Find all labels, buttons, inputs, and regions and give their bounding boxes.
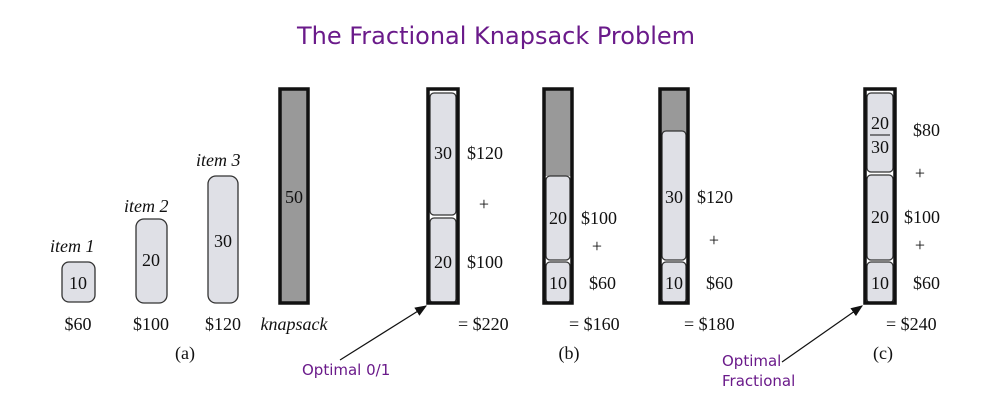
item-2: item 2 20 $100 [124, 196, 169, 334]
item-2-value: $100 [133, 314, 169, 334]
solution-4-value-2: $100 [904, 207, 940, 227]
solution-1-value-1: $120 [467, 143, 503, 163]
optimal-fractional-label-1: Optimal [722, 352, 781, 370]
item-1-label: item 1 [50, 236, 95, 256]
item-2-label: item 2 [124, 196, 169, 216]
solution-1-plus: + [479, 194, 489, 214]
item-2-weight: 20 [142, 250, 160, 270]
solution-4-total: = $240 [886, 314, 937, 334]
solution-2-value-2: $60 [589, 273, 616, 293]
knapsack: 50 knapsack [261, 87, 329, 334]
solution-1-total: = $220 [458, 314, 509, 334]
item-1-value: $60 [65, 314, 92, 334]
solution-1-segment-30: 30 [434, 143, 452, 163]
solution-4-value-3: $60 [913, 273, 940, 293]
solution-3-segment-10: 10 [665, 273, 683, 293]
solution-4-plus-1: + [915, 163, 925, 183]
solution-2-segment-10: 10 [549, 273, 567, 293]
solution-4-fraction-numerator: 20 [871, 113, 889, 133]
item-3-value: $120 [205, 314, 241, 334]
solution-2: 20 10 $100 + $60 = $160 [542, 87, 620, 334]
solution-4: 20 30 20 10 $80 + $100 + $60 = $240 [863, 87, 940, 334]
item-1: item 1 10 $60 [50, 236, 96, 334]
solution-4-plus-2: + [915, 235, 925, 255]
item-1-weight: 10 [69, 273, 87, 293]
optimal-01-label: Optimal 0/1 [302, 361, 390, 379]
solution-2-segment-20: 20 [549, 208, 567, 228]
item-3-label: item 3 [196, 150, 241, 170]
solution-1-value-2: $100 [467, 252, 503, 272]
solution-4-fraction-denominator: 30 [871, 137, 889, 157]
optimal-fractional-arrow [781, 305, 863, 363]
knapsack-capacity: 50 [285, 187, 303, 207]
page-title: The Fractional Knapsack Problem [296, 22, 695, 50]
solution-4-segment-10: 10 [871, 273, 889, 293]
solution-2-value-1: $100 [581, 208, 617, 228]
optimal-01-arrow [339, 305, 428, 361]
solution-3-value-1: $120 [697, 187, 733, 207]
panel-label-b: (b) [559, 343, 580, 364]
solution-4-segment-20: 20 [871, 207, 889, 227]
solution-1-segment-20: 20 [434, 252, 452, 272]
solution-3-total: = $180 [684, 314, 735, 334]
solution-3-value-2: $60 [706, 273, 733, 293]
solution-3-plus: + [709, 230, 719, 250]
panel-label-a: (a) [175, 343, 195, 364]
item-3-weight: 30 [214, 231, 232, 251]
solution-3-segment-30: 30 [665, 187, 683, 207]
solution-3: 30 10 $120 + $60 = $180 [658, 87, 735, 334]
optimal-fractional-label-2: Fractional [722, 372, 795, 390]
knapsack-label: knapsack [261, 314, 329, 334]
solution-1: 30 20 $120 + $100 = $220 [426, 87, 509, 334]
item-3: item 3 30 $120 [196, 150, 241, 334]
solution-2-plus: + [592, 236, 602, 256]
panel-label-c: (c) [873, 343, 893, 364]
solution-2-total: = $160 [569, 314, 620, 334]
solution-4-value-1: $80 [913, 120, 940, 140]
